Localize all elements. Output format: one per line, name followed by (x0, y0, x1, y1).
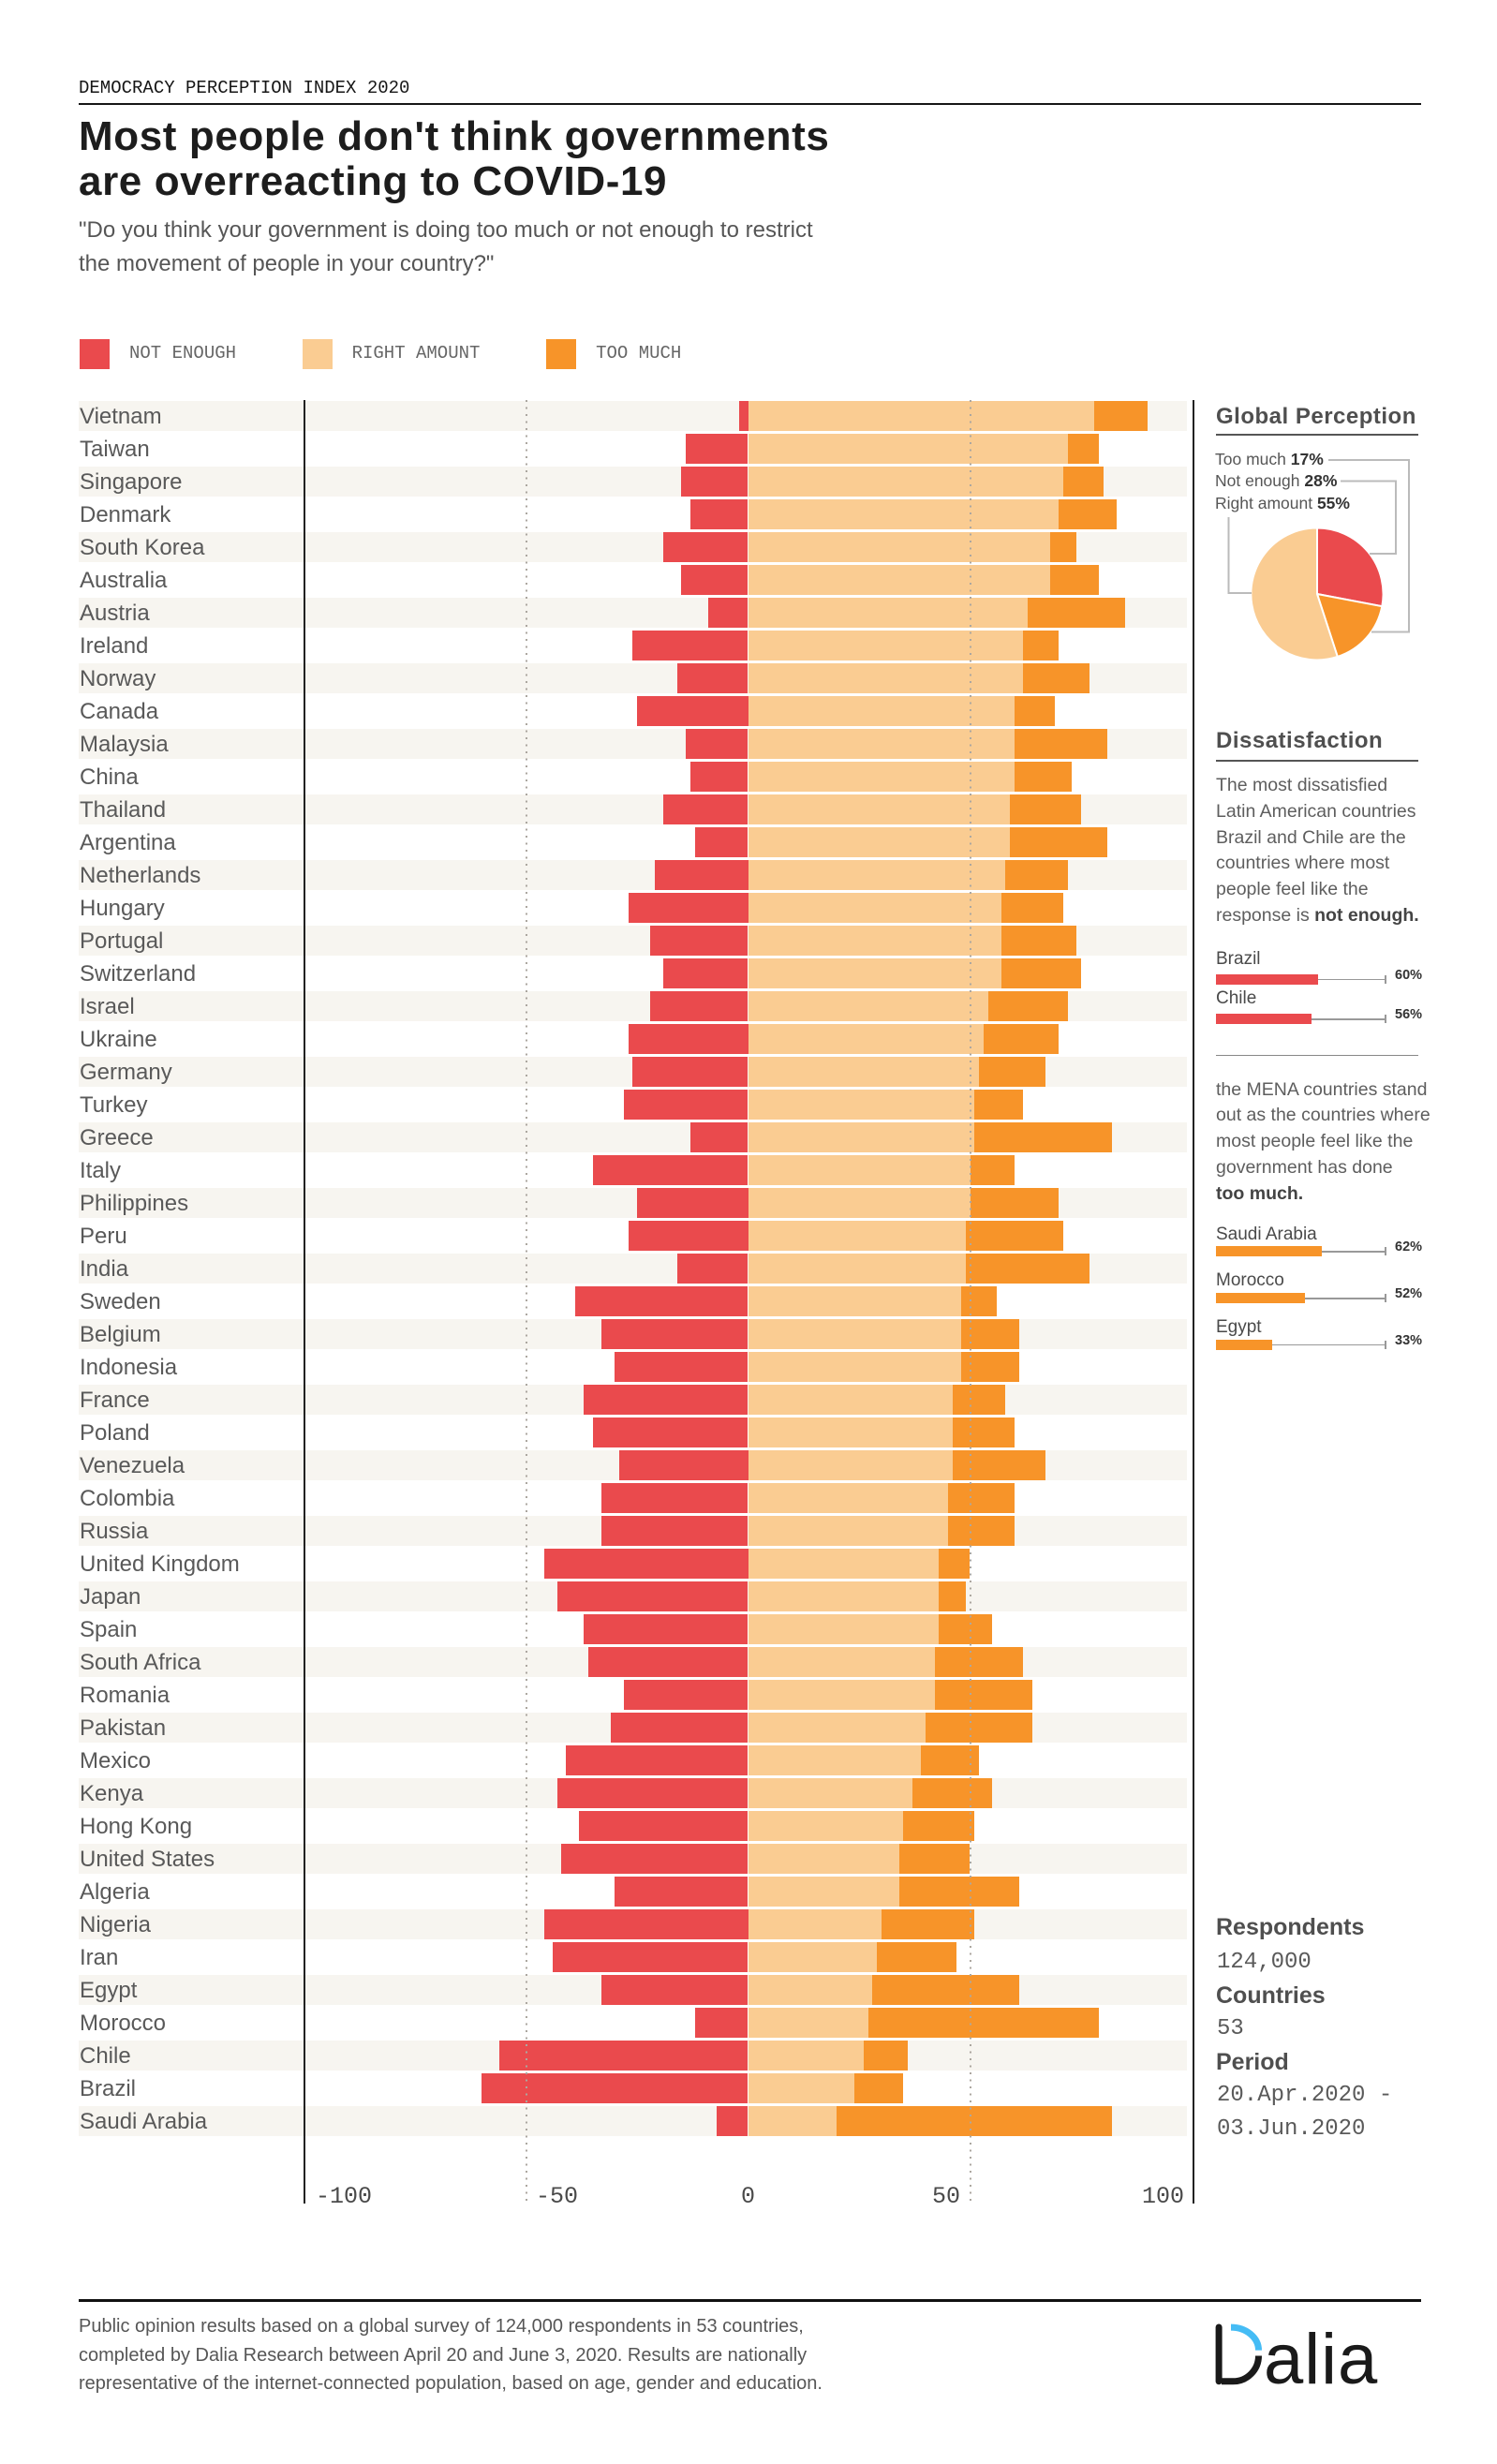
svg-text:alia: alia (1264, 2320, 1378, 2393)
